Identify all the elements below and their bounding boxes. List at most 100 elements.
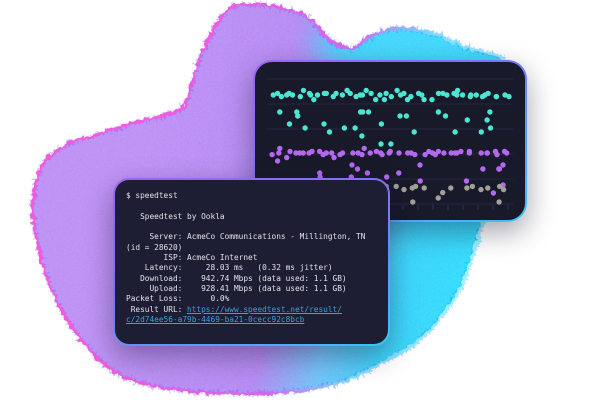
chart-dot-teal <box>411 129 417 135</box>
chart-dot-violet <box>329 150 335 156</box>
terminal-prompt: $ speedtest <box>126 191 178 200</box>
terminal-text: Speedtest by Ookla <box>126 211 225 221</box>
chart-dot-violet <box>496 166 502 172</box>
chart-dot-violet <box>422 151 428 158</box>
chart-dot-gray <box>478 186 484 193</box>
chart-dot-gray <box>421 185 427 191</box>
chart-dot-teal <box>459 92 466 98</box>
chart-dot-violet <box>387 148 393 155</box>
chart-dot-violet <box>373 148 380 155</box>
chart-dot-violet <box>269 151 275 158</box>
chart-dot-teal <box>326 129 333 135</box>
chart-dot-teal <box>419 92 425 98</box>
chart-dot-gray <box>469 183 476 190</box>
chart-dot-teal <box>452 129 458 135</box>
chart-dot-teal <box>493 93 499 100</box>
chart-dot-gray <box>435 195 441 201</box>
chart-dot-violet <box>317 170 323 176</box>
chart-dot-teal <box>352 125 358 131</box>
chart-dot-gray <box>448 185 454 191</box>
chart-dot-gray <box>485 185 491 191</box>
chart-dot-violet <box>396 150 402 156</box>
chart-dot-teal <box>421 96 427 103</box>
chart-dot-teal <box>478 129 484 135</box>
terminal-line: (id = 28620) <box>126 243 380 253</box>
result-url-link[interactable]: https://www.speedtest.net/result/ <box>187 304 342 314</box>
dot-strip-chart <box>267 78 513 210</box>
chart-dot-violet <box>287 148 293 155</box>
chart-dot-teal <box>321 121 327 127</box>
terminal-line <box>126 201 380 211</box>
chart-dot-teal <box>365 109 372 115</box>
chart-dot-teal <box>435 90 442 97</box>
terminal-window: $ speedtest Speedtest by Ookla Server: A… <box>113 178 390 346</box>
chart-dot-teal <box>323 90 329 97</box>
chart-dot-violet <box>500 162 506 168</box>
chart-dot-violet <box>396 170 402 176</box>
chart-dot-teal <box>487 109 493 115</box>
chart-dot-teal <box>485 90 491 97</box>
terminal-text: Packet Loss: 0.0% <box>126 294 230 304</box>
chart-dot-teal <box>307 92 314 98</box>
chart-dot-teal <box>339 92 346 98</box>
chart-dot-teal <box>278 93 285 100</box>
chart-dot-violet <box>274 158 281 164</box>
chart-dot-teal <box>454 87 461 94</box>
chart-dot-teal <box>297 93 303 100</box>
terminal-text: Download: 942.74 Mbps (data used: 1.1 GB… <box>126 273 347 283</box>
chart-dot-teal <box>487 125 494 131</box>
terminal-text: Latency: 28.03 ms (0.32 ms jitter) <box>126 263 333 273</box>
chart-dot-violet <box>276 150 282 156</box>
chart-dot-violet <box>490 190 497 196</box>
chart-dot-teal <box>378 141 384 147</box>
chart-dot-teal <box>454 92 460 98</box>
chart-dot-violet <box>458 148 464 155</box>
chart-dot-teal <box>388 141 394 147</box>
chart-dot-violet <box>300 150 306 156</box>
chart-dot-gray <box>500 186 507 193</box>
chart-dot-violet <box>309 148 315 155</box>
terminal-line: Packet Loss: 0.0% <box>126 294 380 304</box>
terminal-text: ISP: AcmeCo Internet <box>126 253 258 263</box>
chart-dot-violet <box>359 151 365 158</box>
chart-dot-teal <box>289 92 296 98</box>
chart-dot-violet <box>466 150 473 156</box>
chart-dot-teal <box>353 93 359 100</box>
chart-dot-teal <box>341 125 348 131</box>
chart-dot-violet <box>435 148 442 155</box>
chart-dot-gray <box>393 183 399 190</box>
chart-dot-violet <box>349 162 355 168</box>
chart-dot-teal <box>357 109 364 115</box>
chart-dot-violet <box>331 154 337 161</box>
chart-dot-violet <box>339 150 346 156</box>
chart-dot-teal <box>274 90 281 97</box>
chart-dot-teal <box>394 87 400 94</box>
terminal-line: Speedtest by Ookla <box>126 212 380 222</box>
chart-dot-teal <box>403 113 410 119</box>
chart-dot-violet <box>417 162 423 168</box>
terminal-line: $ speedtest <box>126 191 380 201</box>
terminal-text: Result URL: <box>126 304 188 314</box>
chart-dot-teal <box>311 96 317 103</box>
terminal-line: ISP: AcmeCo Internet <box>126 253 380 263</box>
chart-dot-teal <box>286 121 293 127</box>
terminal-line: Upload: 928.41 Mbps (data used: 1.1 GB) <box>126 284 380 294</box>
chart-dot-teal <box>373 96 379 103</box>
terminal-line: Server: AcmeCo Communications - Millingt… <box>126 232 380 242</box>
chart-dot-teal <box>468 92 474 98</box>
chart-dot-teal <box>435 109 442 115</box>
chart-dot-teal <box>302 125 308 131</box>
chart-dot-teal <box>429 96 435 103</box>
result-url-link[interactable]: c/2d74ee56-a79b-4469-ba21-0cecc92c8bcb <box>126 315 305 325</box>
chart-dot-teal <box>464 117 470 123</box>
chart-dot-violet <box>361 145 367 152</box>
chart-dot-teal <box>300 87 307 94</box>
chart-dot-violet <box>480 166 486 172</box>
chart-dot-teal <box>444 92 450 98</box>
chart-dot-teal <box>359 133 365 139</box>
terminal-line: Result URL: https://www.speedtest.net/re… <box>126 305 380 315</box>
chart-dot-violet <box>277 145 283 152</box>
chart-dot-gray <box>464 185 470 191</box>
chart-dot-violet <box>441 150 447 156</box>
